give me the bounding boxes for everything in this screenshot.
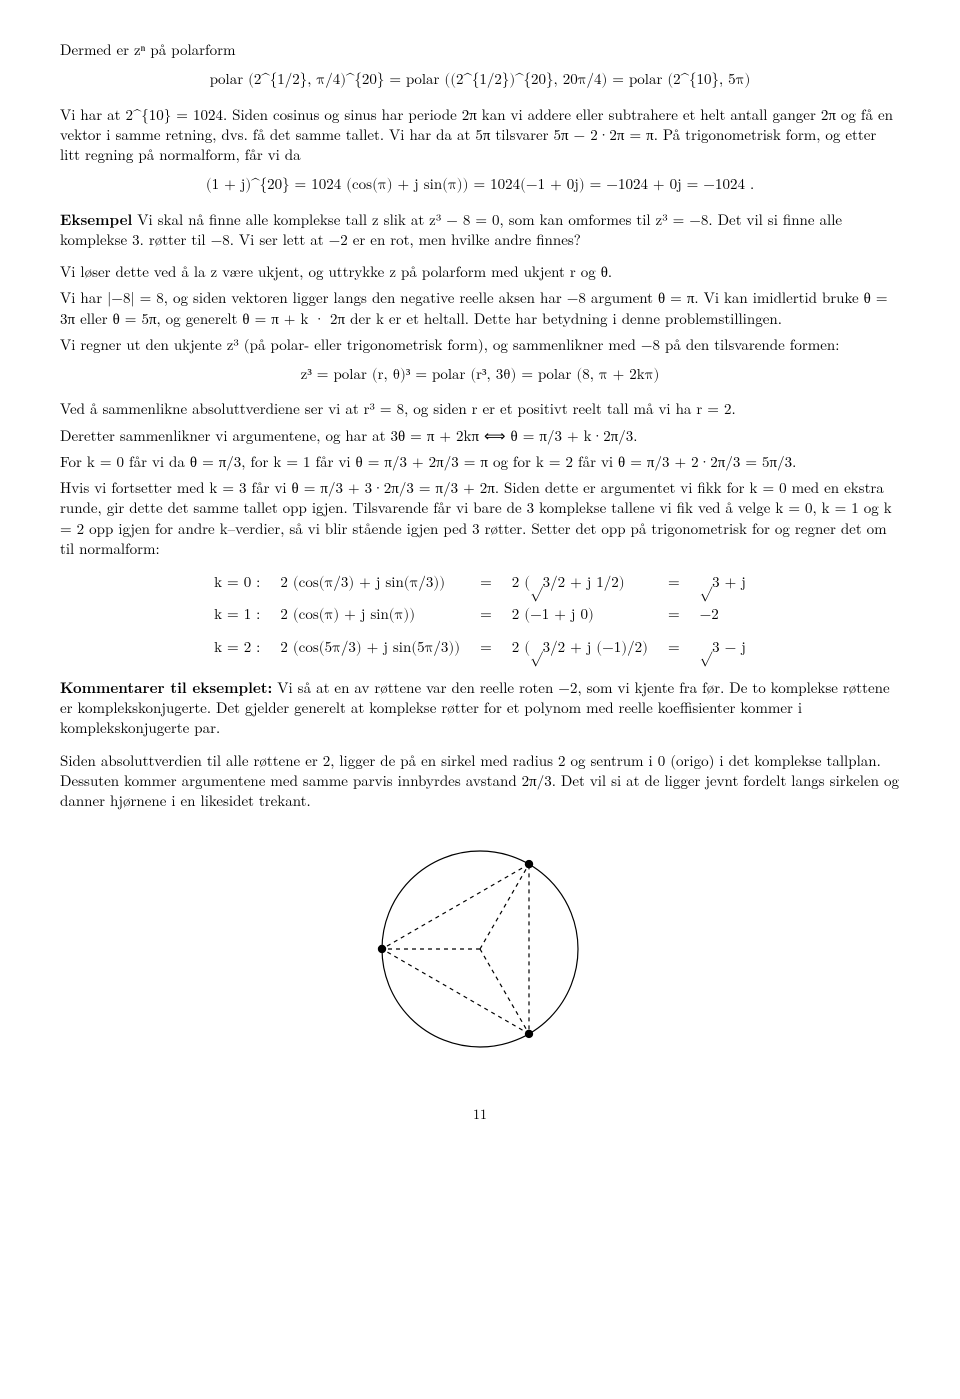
result: √3 + j — [690, 567, 756, 599]
trig-expr: 2 (cos(5π/3) + j sin(5π/3)) — [270, 632, 470, 664]
roots-figure — [60, 829, 900, 1074]
result: √3 − j — [690, 632, 756, 664]
paragraph: Vi løser dette ved å la z være ukjent, o… — [60, 262, 900, 282]
equation-z-cubed: z³ = polar (r, θ)³ = polar (r³, 3θ) = po… — [60, 365, 900, 385]
circle-diagram — [360, 829, 600, 1069]
paragraph: Vi regner ut den ukjente z³ (på polar- e… — [60, 335, 900, 355]
paragraph: Ved å sammenlikne absoluttverdiene ser v… — [60, 399, 900, 419]
k-value: k = 0 : — [204, 567, 270, 599]
equals: = — [658, 599, 690, 631]
paragraph: Hvis vi fortsetter med k = 3 får vi θ = … — [60, 478, 900, 559]
numeric-expr: 2 (−1 + j 0) — [502, 599, 658, 631]
example-heading: Eksempel — [60, 209, 132, 230]
numeric-expr: 2 (√3/2 + j 1/2) — [502, 567, 658, 599]
table-row: k = 2 : 2 (cos(5π/3) + j sin(5π/3)) = 2 … — [204, 632, 756, 664]
comments-heading: Kommentarer til eksemplet: — [60, 677, 272, 698]
table-row: k = 0 : 2 (cos(π/3) + j sin(π/3)) = 2 (√… — [204, 567, 756, 599]
roots-table: k = 0 : 2 (cos(π/3) + j sin(π/3)) = 2 (√… — [204, 567, 756, 664]
page-number: 11 — [60, 1105, 900, 1124]
table-row: k = 1 : 2 (cos(π) + j sin(π)) = 2 (−1 + … — [204, 599, 756, 631]
paragraph: Vi har |−8| = 8, og siden vektoren ligge… — [60, 288, 900, 329]
paragraph: For k = 0 får vi da θ = π/3, for k = 1 f… — [60, 452, 900, 472]
result: −2 — [690, 599, 756, 631]
paragraph: Siden absoluttverdien til alle røttene e… — [60, 751, 900, 812]
equals: = — [658, 632, 690, 664]
paragraph: Vi har at 2^{10} = 1024. Siden cosinus o… — [60, 105, 900, 166]
comments-paragraph: Kommentarer til eksemplet: Vi så at en a… — [60, 678, 900, 739]
example-paragraph: Eksempel Vi skal nå finne alle komplekse… — [60, 210, 900, 251]
numeric-expr: 2 (√3/2 + j (−1)/2) — [502, 632, 658, 664]
paragraph: Deretter sammenlikner vi argumentene, og… — [60, 426, 900, 446]
equals: = — [470, 599, 502, 631]
paragraph: Dermed er zⁿ på polarform — [60, 40, 900, 60]
equation-trig-form: (1 + j)^{20} = 1024 (cos(π) + j sin(π)) … — [60, 175, 900, 195]
equals: = — [470, 567, 502, 599]
equation-polar-form: polar (2^{1/2}, π/4)^{20} = polar ((2^{1… — [60, 70, 900, 90]
trig-expr: 2 (cos(π) + j sin(π)) — [270, 599, 470, 631]
example-body: Vi skal nå finne alle komplekse tall z s… — [60, 209, 842, 250]
k-value: k = 2 : — [204, 632, 270, 664]
equals: = — [658, 567, 690, 599]
trig-expr: 2 (cos(π/3) + j sin(π/3)) — [270, 567, 470, 599]
equals: = — [470, 632, 502, 664]
k-value: k = 1 : — [204, 599, 270, 631]
